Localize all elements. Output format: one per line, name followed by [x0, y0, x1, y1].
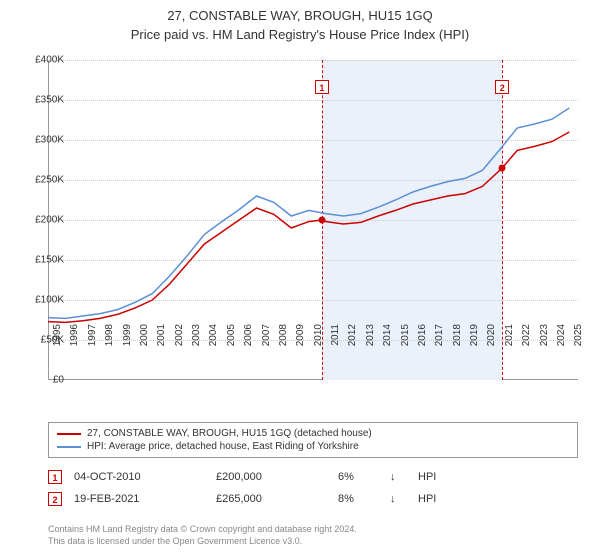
y-tick-label: £250K	[22, 175, 64, 186]
sale-pct-2: 8%	[338, 493, 378, 505]
title-block: 27, CONSTABLE WAY, BROUGH, HU15 1GQ Pric…	[0, 0, 600, 46]
x-tick-label: 2023	[539, 324, 550, 346]
sale-date-2: 19-FEB-2021	[74, 493, 204, 505]
x-tick-label: 2015	[400, 324, 411, 346]
y-tick-label: £400K	[22, 55, 64, 66]
chart-subtitle: Price paid vs. HM Land Registry's House …	[0, 27, 600, 42]
x-tick-label: 1998	[104, 324, 115, 346]
x-tick-label: 2005	[226, 324, 237, 346]
x-tick-label: 1999	[122, 324, 133, 346]
down-arrow-icon: ↓	[390, 493, 406, 505]
footnote-line2: This data is licensed under the Open Gov…	[48, 536, 302, 546]
sale-marker-box: 1	[315, 80, 329, 94]
down-arrow-icon: ↓	[390, 471, 406, 483]
x-tick-label: 2002	[174, 324, 185, 346]
x-tick-label: 2010	[313, 324, 324, 346]
sale-price-2: £265,000	[216, 493, 326, 505]
x-tick-label: 2006	[243, 324, 254, 346]
x-tick-label: 2012	[347, 324, 358, 346]
x-tick-label: 2001	[156, 324, 167, 346]
x-tick-label: 2020	[486, 324, 497, 346]
legend-label-hpi: HPI: Average price, detached house, East…	[87, 441, 359, 452]
sale-price-1: £200,000	[216, 471, 326, 483]
sale-point-dot	[318, 217, 325, 224]
sale-suffix-2: HPI	[418, 493, 458, 505]
legend-swatch-hpi	[57, 446, 81, 448]
x-tick-label: 2018	[452, 324, 463, 346]
x-tick-label: 2019	[469, 324, 480, 346]
y-tick-label: £200K	[22, 215, 64, 226]
x-tick-label: 2013	[365, 324, 376, 346]
legend-item-subject: 27, CONSTABLE WAY, BROUGH, HU15 1GQ (det…	[57, 427, 569, 440]
legend: 27, CONSTABLE WAY, BROUGH, HU15 1GQ (det…	[48, 422, 578, 458]
legend-label-subject: 27, CONSTABLE WAY, BROUGH, HU15 1GQ (det…	[87, 428, 372, 439]
series-hpi	[48, 108, 569, 318]
legend-item-hpi: HPI: Average price, detached house, East…	[57, 440, 569, 453]
x-tick-label: 2004	[208, 324, 219, 346]
x-tick-label: 2022	[521, 324, 532, 346]
chart-title: 27, CONSTABLE WAY, BROUGH, HU15 1GQ	[0, 8, 600, 23]
x-tick-label: 2008	[278, 324, 289, 346]
sale-marker-2: 2	[48, 492, 62, 506]
footnote: Contains HM Land Registry data © Crown c…	[48, 524, 578, 547]
x-tick-label: 1997	[87, 324, 98, 346]
sale-suffix-1: HPI	[418, 471, 458, 483]
y-tick-label: £150K	[22, 255, 64, 266]
chart-container: 27, CONSTABLE WAY, BROUGH, HU15 1GQ Pric…	[0, 0, 600, 560]
sale-point-dot	[499, 165, 506, 172]
x-tick-label: 1996	[69, 324, 80, 346]
sales-row-1: 1 04-OCT-2010 £200,000 6% ↓ HPI	[48, 466, 578, 488]
sale-date-1: 04-OCT-2010	[74, 471, 204, 483]
x-tick-label: 2017	[434, 324, 445, 346]
x-tick-label: 1995	[52, 324, 63, 346]
x-tick-label: 2000	[139, 324, 150, 346]
y-tick-label: £100K	[22, 295, 64, 306]
footnote-line1: Contains HM Land Registry data © Crown c…	[48, 524, 357, 534]
sale-pct-1: 6%	[338, 471, 378, 483]
x-tick-label: 2024	[556, 324, 567, 346]
legend-swatch-subject	[57, 433, 81, 435]
y-tick-label: £0	[22, 375, 64, 386]
x-tick-label: 2007	[261, 324, 272, 346]
sales-table: 1 04-OCT-2010 £200,000 6% ↓ HPI 2 19-FEB…	[48, 466, 578, 510]
y-tick-label: £350K	[22, 95, 64, 106]
x-tick-label: 2003	[191, 324, 202, 346]
x-tick-label: 2009	[295, 324, 306, 346]
y-tick-label: £300K	[22, 135, 64, 146]
x-tick-label: 2014	[382, 324, 393, 346]
sales-row-2: 2 19-FEB-2021 £265,000 8% ↓ HPI	[48, 488, 578, 510]
x-tick-label: 2011	[330, 324, 341, 346]
sale-marker-1: 1	[48, 470, 62, 484]
x-tick-label: 2016	[417, 324, 428, 346]
sale-marker-box: 2	[495, 80, 509, 94]
x-tick-label: 2021	[504, 324, 515, 346]
x-tick-label: 2025	[573, 324, 584, 346]
